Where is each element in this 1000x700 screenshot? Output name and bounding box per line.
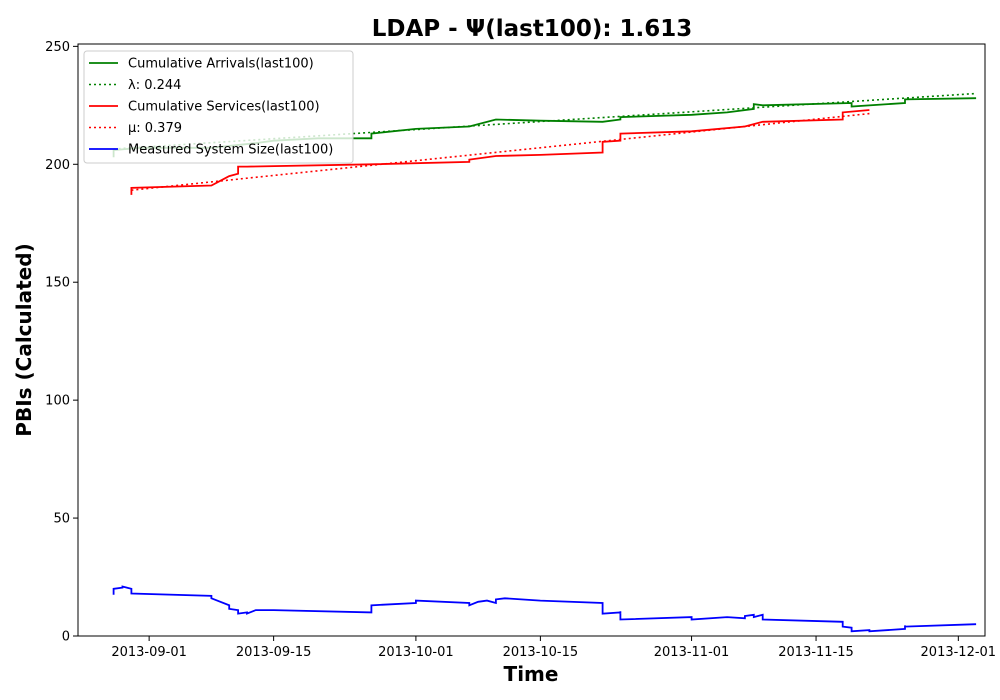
y-tick-label: 200 — [45, 158, 70, 173]
legend-label-4: Measured System Size(last100) — [128, 143, 333, 158]
x-tick-label: 2013-10-01 — [378, 645, 454, 660]
y-axis-label: PBIs (Calculated) — [12, 243, 36, 436]
y-tick-label: 50 — [53, 512, 70, 527]
legend-label-0: Cumulative Arrivals(last100) — [128, 57, 314, 72]
y-tick-label: 150 — [45, 276, 70, 291]
x-tick-label: 2013-09-15 — [236, 645, 312, 660]
plot-series-group — [114, 94, 977, 632]
y-tick-label: 0 — [62, 630, 70, 645]
x-tick-label: 2013-10-15 — [503, 645, 579, 660]
chart-title: LDAP - Ψ(last100): 1.613 — [372, 16, 693, 42]
x-tick-label: 2013-11-15 — [778, 645, 854, 660]
series-line-4 — [114, 587, 977, 632]
y-axis: 0 50 100 150 200 250 — [45, 40, 78, 645]
x-tick-label: 2013-09-01 — [111, 645, 187, 660]
x-axis-label: Time — [504, 662, 559, 686]
y-tick-label: 250 — [45, 40, 70, 55]
y-tick-label: 100 — [45, 394, 70, 409]
x-tick-label: 2013-11-01 — [654, 645, 730, 660]
x-axis: 2013-09-01 2013-09-15 2013-10-01 2013-10-15… — [111, 636, 996, 660]
x-tick-label: 2013-12-01 — [921, 645, 997, 660]
legend: Cumulative Arrivals(last100) λ: 0.244 Cumu… — [84, 51, 353, 163]
legend-label-2: Cumulative Services(last100) — [128, 100, 320, 115]
legend-label-1: λ: 0.244 — [128, 78, 181, 93]
legend-label-3: μ: 0.379 — [128, 121, 182, 136]
